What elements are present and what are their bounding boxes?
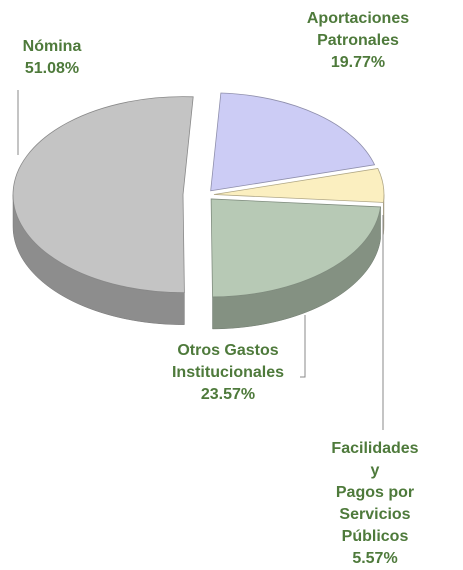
pie-slice (210, 198, 382, 298)
slice-label: Nómina 51.08% (23, 36, 82, 80)
slice-label: Facilidades y Pagos por Servicios Públic… (331, 438, 419, 570)
value-label: 51.08% (24, 60, 80, 77)
leader-line (300, 315, 306, 378)
slices (12, 92, 385, 330)
category-label: Aportaciones Patronales (306, 10, 410, 49)
category-label: Nómina (22, 38, 82, 55)
pie-slice (210, 92, 376, 192)
value-label: 5.57% (352, 550, 398, 567)
pie-area (12, 90, 385, 430)
category-label: Facilidades y Pagos por Servicios Públic… (331, 440, 419, 545)
pie-slice (12, 96, 194, 294)
value-label: 19.77% (330, 54, 386, 71)
slice-label: Aportaciones Patronales 19.77% (307, 8, 409, 74)
chart: Aportaciones Patronales 19.77% Facilidade… (12, 8, 419, 567)
category-label: Otros Gastos Institucionales (171, 342, 285, 381)
pie-slice (213, 168, 385, 203)
slice-label: Otros Gastos Institucionales 23.57% (172, 340, 284, 406)
value-label: 23.57% (200, 386, 256, 403)
